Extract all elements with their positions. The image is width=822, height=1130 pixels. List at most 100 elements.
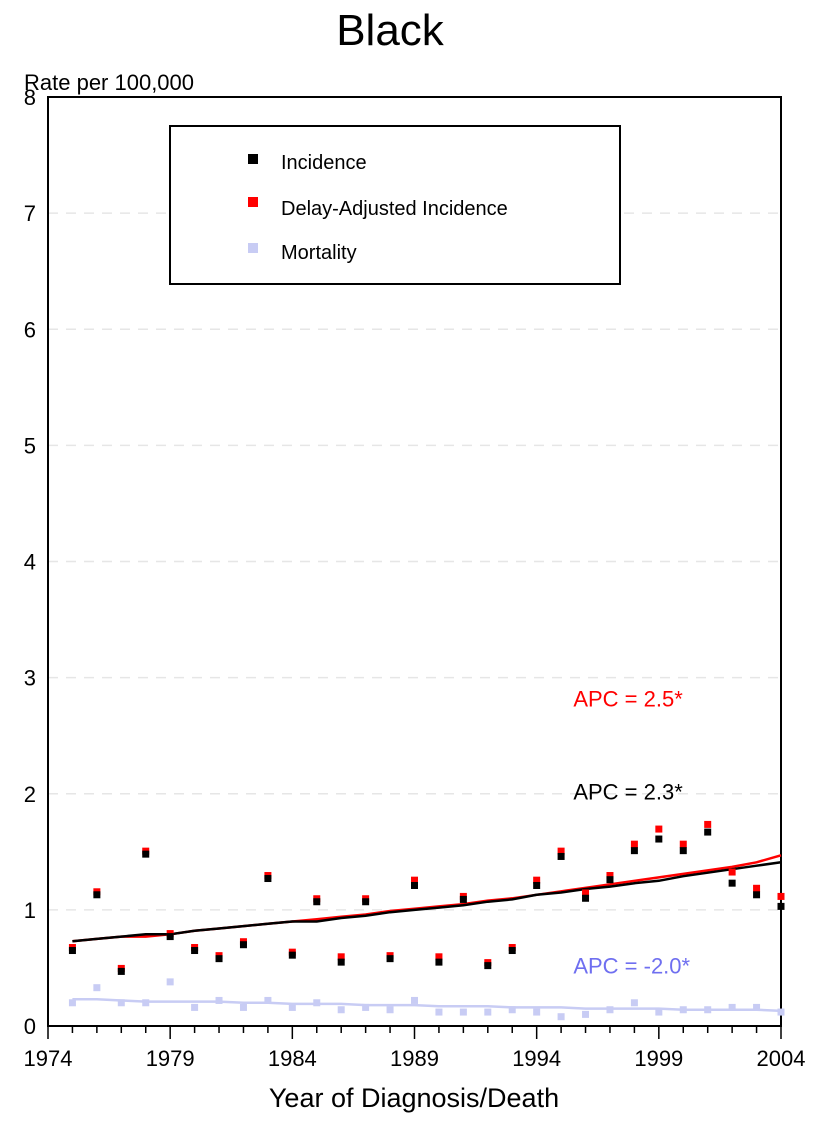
delay-adjusted-incidence-point-1990 xyxy=(435,953,443,961)
incidence-point-1998 xyxy=(630,847,638,855)
legend-marker-mortality xyxy=(248,243,258,253)
mortality-point-1994 xyxy=(533,1008,541,1016)
incidence-point-1986 xyxy=(337,958,345,966)
mortality-point-1992 xyxy=(484,1008,492,1016)
x-tick-label-1999: 1999 xyxy=(634,1046,683,1071)
mortality-point-1996 xyxy=(582,1010,590,1018)
y-tick-label-0: 0 xyxy=(24,1014,36,1039)
mortality-point-1989 xyxy=(411,996,418,1004)
incidence-point-1979 xyxy=(166,933,174,941)
incidence-point-1997 xyxy=(606,876,614,884)
mortality-point-1985 xyxy=(313,999,321,1007)
delay-adjusted-incidence-point-2002 xyxy=(728,868,736,876)
legend-label-incidence: Incidence xyxy=(281,152,367,174)
mortality-point-1995 xyxy=(557,1013,565,1021)
y-axis-ticks: 0 1 2 3 4 5 6 7 8 xyxy=(24,85,36,1039)
y-tick-label-7: 7 xyxy=(24,201,36,226)
delay-adjusted-incidence-point-2004 xyxy=(777,892,785,900)
mortality-point-1999 xyxy=(655,1008,663,1016)
x-tick-label-1984: 1984 xyxy=(268,1046,317,1071)
mortality-point-1997 xyxy=(606,1006,614,1014)
incidence-point-1989 xyxy=(411,881,418,889)
y-tick-label-3: 3 xyxy=(24,666,36,691)
delay-adjusted-incidence-point-2001 xyxy=(704,820,712,828)
mortality-point-1976 xyxy=(93,984,101,992)
delay-adjusted-incidence-point-1996 xyxy=(582,889,590,897)
apc-label-incidence: APC = 2.3* xyxy=(573,780,683,805)
delay-adjusted-incidence-point-1989 xyxy=(411,876,418,884)
legend-marker-delay-adjusted xyxy=(248,197,258,207)
incidence-point-2002 xyxy=(728,879,736,887)
mortality-point-1975 xyxy=(68,999,76,1007)
delay-adjusted-incidence-point-2003 xyxy=(753,884,761,892)
mortality-point-1981 xyxy=(215,996,223,1004)
y-tick-label-5: 5 xyxy=(24,433,36,458)
legend-label-mortality: Mortality xyxy=(281,242,357,264)
trend-line-delay-adjusted xyxy=(72,854,782,943)
incidence-point-1983 xyxy=(264,875,272,883)
mortality-point-2001 xyxy=(704,1006,712,1014)
incidence-point-1988 xyxy=(386,955,394,963)
incidence-point-1985 xyxy=(313,898,321,906)
incidence-point-2001 xyxy=(704,828,712,836)
apc-annotations: APC = 2.5* APC = 2.3* APC = -2.0* xyxy=(573,687,690,979)
apc-label-mortality-label: APC = -2.0* xyxy=(573,954,690,979)
mortality-point-1998 xyxy=(630,999,638,1007)
mortality-point-1986 xyxy=(337,1006,345,1014)
delay-adjusted-incidence-point-1995 xyxy=(557,847,565,855)
delay-adjusted-incidence-point-1999 xyxy=(655,825,663,833)
incidence-point-1994 xyxy=(533,881,541,889)
incidence-point-1991 xyxy=(459,895,467,903)
x-axis-label: Year of Diagnosis/Death xyxy=(269,1083,559,1113)
legend: Incidence Delay-Adjusted Incidence Morta… xyxy=(169,125,621,285)
legend-marker-incidence xyxy=(248,154,258,164)
incidence-point-1990 xyxy=(435,958,443,966)
mortality-point-1978 xyxy=(142,999,150,1007)
mortality-point-1991 xyxy=(459,1008,467,1016)
mortality-point-1990 xyxy=(435,1008,443,1016)
delay-adjusted-incidence-point-1997 xyxy=(606,872,614,880)
delay-adjusted-incidence-point-1994 xyxy=(533,876,541,884)
incidence-point-1982 xyxy=(239,941,247,949)
delay-adjusted-incidence-point-2000 xyxy=(679,840,687,848)
incidence-point-1993 xyxy=(508,947,516,955)
y-tick-label-6: 6 xyxy=(24,317,36,342)
data-points xyxy=(68,820,785,1021)
incidence-point-1980 xyxy=(191,947,199,955)
legend-label-delay-adjusted: Delay-Adjusted Incidence xyxy=(281,198,508,220)
trend-lines xyxy=(72,854,782,1013)
incidence-point-2000 xyxy=(679,847,687,855)
mortality-point-1988 xyxy=(386,1006,394,1014)
mortality-point-1993 xyxy=(508,1006,516,1014)
y-tick-label-4: 4 xyxy=(24,550,36,575)
mortality-point-2004 xyxy=(777,1008,785,1016)
incidence-point-1977 xyxy=(117,967,125,975)
incidence-point-1976 xyxy=(93,891,101,899)
mortality-point-2002 xyxy=(728,1003,736,1011)
delay-adjusted-incidence-point-1986 xyxy=(337,953,345,961)
incidence-point-2003 xyxy=(753,891,761,899)
trend-line-incidence xyxy=(72,861,782,943)
mortality-point-1979 xyxy=(166,978,174,986)
mortality-point-1983 xyxy=(264,996,272,1004)
y-tick-label-1: 1 xyxy=(24,898,36,923)
x-tick-label-2004: 2004 xyxy=(757,1046,806,1071)
incidence-point-1978 xyxy=(142,850,150,858)
legend-box xyxy=(169,125,621,285)
y-tick-label-2: 2 xyxy=(24,782,36,807)
mortality-point-1987 xyxy=(362,1003,370,1011)
incidence-point-1999 xyxy=(655,835,663,843)
incidence-point-1984 xyxy=(288,951,296,959)
x-tick-label-1994: 1994 xyxy=(512,1046,561,1071)
x-axis-ticks: 1974 1979 1984 1989 1994 1999 2004 xyxy=(24,1026,806,1071)
incidence-point-1992 xyxy=(484,962,492,970)
y-axis-label: Rate per 100,000 xyxy=(24,70,194,95)
trend-line-mortality xyxy=(72,998,782,1013)
mortality-point-2003 xyxy=(753,1003,761,1011)
incidence-point-1987 xyxy=(362,898,370,906)
incidence-point-1996 xyxy=(582,894,590,902)
incidence-point-1975 xyxy=(68,947,76,955)
mortality-point-2000 xyxy=(679,1006,687,1014)
x-tick-label-1979: 1979 xyxy=(146,1046,195,1071)
